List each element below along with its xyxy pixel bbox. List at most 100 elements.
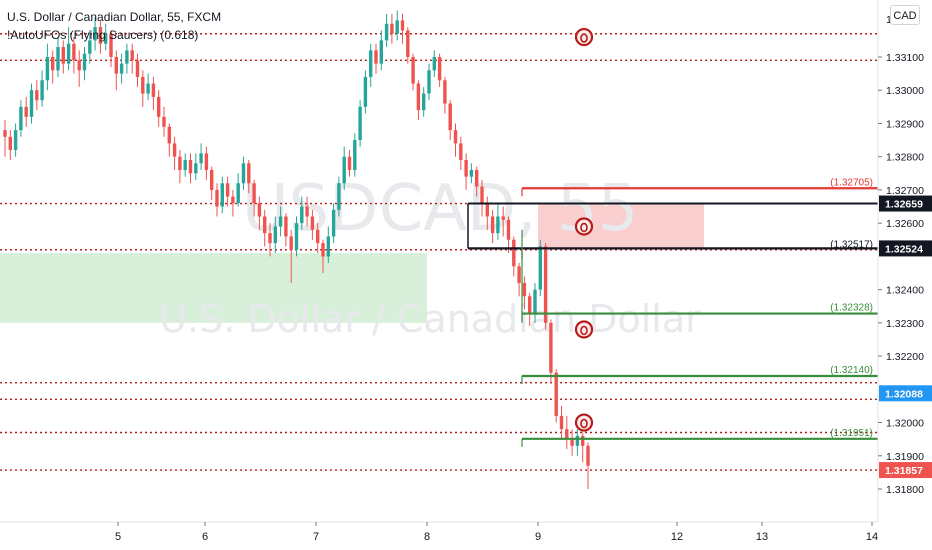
candle-body [45,57,50,81]
candle-body [157,96,161,117]
candle-body [278,216,283,227]
currency-button[interactable]: CAD [890,5,920,25]
candle-body [480,186,484,204]
candles-layer [3,10,590,489]
candle-body [554,372,558,416]
candle-body [263,216,267,234]
candle-body [194,163,198,174]
candle-body [220,183,224,207]
candle-body [289,236,293,250]
candle-body [178,156,182,170]
saucer-outer-1 [574,217,594,236]
candle-body [565,429,569,440]
candle-body [35,90,39,101]
y-tick-label-0: 1.33100 [886,52,924,64]
candle-body [257,203,262,217]
candle-body [93,27,97,41]
y-tick-label-11: 1.31800 [886,484,924,496]
y-tick-label-10: 1.31900 [886,451,924,463]
y-tick-label-7: 1.32300 [886,318,924,330]
price-badge-label-0: 1.32659 [885,199,923,211]
candle-body [581,435,585,446]
candle-body [3,130,7,137]
candle-body [310,216,315,230]
x-tick-label-4: 9 [535,531,541,543]
candle-body [210,169,214,190]
candle-body [443,80,447,104]
x-tick-label-6: 13 [756,531,768,543]
candle-body [485,203,489,217]
candle-body [501,216,505,220]
candle-body [448,103,452,131]
candle-body [8,136,12,151]
candle-body [13,130,18,151]
candle-body [104,33,108,44]
candle-body [464,160,468,177]
candle-body [204,153,209,170]
fib-level-label-0: (1.32705) [830,177,873,188]
saucer-outer-2 [574,320,594,339]
x-tick-label-3: 8 [424,531,430,543]
saucers-layer [574,27,594,432]
candle-body [379,40,383,64]
x-tick-label-7: 14 [866,531,878,543]
candle-body [422,93,426,111]
price-badge-bg-2 [879,385,932,402]
candle-body [543,246,548,323]
fib-level-label-1: (1.32517) [830,240,873,251]
candle-body [109,33,113,57]
candle-body [316,229,320,244]
candle-body [119,63,124,74]
candle-body [135,60,140,77]
candle-body [586,445,590,466]
price-badge-bg-3 [879,462,932,479]
candle-body [215,189,219,207]
candle-body [225,183,230,197]
candle-body [369,50,373,77]
candle-body [98,27,103,44]
candle-body [236,183,240,204]
candle-body [395,20,399,34]
candle-body [300,206,304,224]
candle-body [353,140,357,170]
candle-body [475,169,479,187]
candle-body [538,246,542,290]
candle-body [88,40,92,54]
candle-body [72,43,76,61]
saucer-outer-3 [574,413,594,432]
candle-body [241,163,246,184]
candle-body [390,23,394,34]
candle-body [506,219,511,240]
saucer-inner-2 [580,325,588,336]
candle-body [342,156,346,184]
candle-body [533,289,537,313]
candle-body [459,143,463,161]
watermark-description: U.S. Dollar / Canadian Dollar [159,297,701,341]
candle-body [427,70,431,94]
candle-body [125,50,129,64]
candle-body [268,233,272,244]
candle-body [273,226,277,244]
zones-layer [0,203,704,323]
candle-body [517,266,521,283]
candle-body [151,83,156,97]
candle-body [40,80,44,101]
candle-body [437,57,442,81]
fib-level-label-4: (1.31951) [830,428,873,439]
candle-body [231,196,235,204]
axes-layer [0,0,879,523]
candle-body [453,130,458,144]
candle-body [411,57,415,84]
candle-body [331,209,336,237]
candle-body [19,106,23,131]
candle-body [252,183,256,204]
candle-body [29,90,34,117]
candle-body [522,282,527,297]
candle-body [51,57,55,71]
candle-body [114,57,118,74]
candle-body [400,20,405,31]
fib-levels-layer: (1.32705) (1.32517) (1.32328) (1.32140) (1.3… [467,177,878,447]
indicator-label[interactable]: !AutoUFOs (Flying Saucers) (0.618) [7,28,199,42]
candle-body [284,216,288,237]
